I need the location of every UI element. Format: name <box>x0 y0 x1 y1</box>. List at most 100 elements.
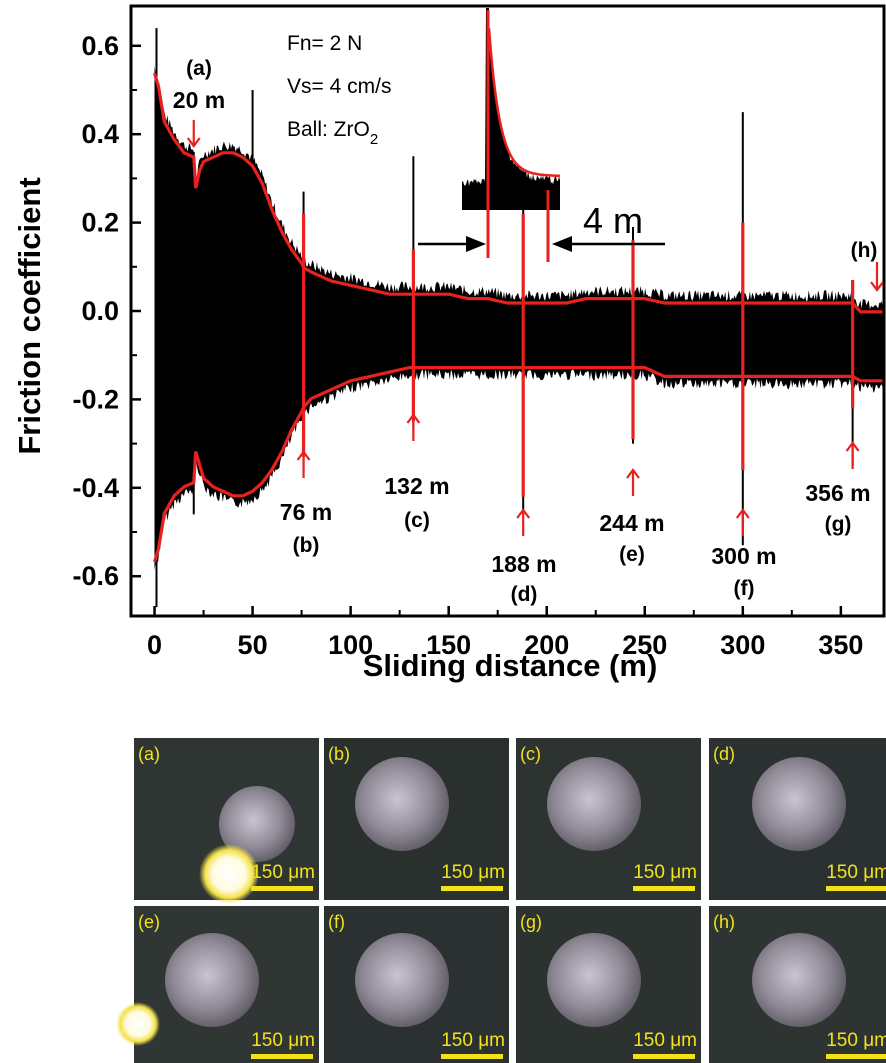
scale-bar-label: 150 μm <box>826 862 886 883</box>
y-tick-label-0: 0.6 <box>81 31 119 61</box>
y-tick-label-1: 0.4 <box>81 119 119 149</box>
x-tick-label-7: 350 <box>818 630 863 660</box>
y-tick-label-2: 0.2 <box>81 208 119 238</box>
test-conditions: Fn= 2 N Vs= 4 cm/s Ball: ZrO2 <box>287 32 391 148</box>
scale-bar <box>441 1054 503 1059</box>
event-letter-6: (g) <box>825 513 852 536</box>
envelope-lower <box>152 366 884 563</box>
event-letter-7: (h) <box>851 239 878 262</box>
event-arrowhead-4 <box>626 468 640 479</box>
x-tick-label-3: 150 <box>426 630 471 660</box>
micrograph-b: (b) 150 μm <box>324 738 509 900</box>
event-distance-5: 300 m <box>711 543 776 569</box>
micrograph-c: (c) 150 μm <box>516 738 701 900</box>
gap-label: 4 m <box>583 200 643 241</box>
event-letter-0: (a) <box>186 57 212 80</box>
y-axis-title: Friction coefficient <box>12 177 47 454</box>
scale-bar <box>633 886 695 891</box>
x-tick-label-2: 100 <box>328 630 373 660</box>
scale-bar-label: 150 μm <box>441 862 505 883</box>
micrograph-label: (h) <box>713 912 735 932</box>
x-tick-label-5: 250 <box>622 630 667 660</box>
reflection-spot <box>199 844 259 904</box>
event-letter-5: (f) <box>734 577 755 600</box>
micrograph-label: (f) <box>328 912 345 932</box>
friction-chart: 0 50 100 150 200 250 300 350 0.6 0.4 0.2 0.0 -0.2 -0.… <box>12 4 886 683</box>
wear-scar <box>752 757 846 851</box>
micrograph-g: (g) 150 μm <box>516 906 701 1063</box>
micrograph-a: (a) 150 μm <box>134 738 322 904</box>
reflection-spot <box>116 1002 160 1046</box>
inset-envelope <box>487 28 561 178</box>
event-arrowhead-2 <box>406 413 421 424</box>
micrograph-e: (e) 150 μm <box>116 906 319 1063</box>
micrograph-label: (g) <box>520 912 542 932</box>
event-letter-2: (c) <box>404 509 430 532</box>
y-tick-label-6: -0.6 <box>72 561 119 591</box>
scale-bar <box>826 1054 886 1059</box>
scale-bar-label: 150 μm <box>251 862 315 883</box>
micrograph-label: (b) <box>328 744 350 764</box>
event-distance-1: 76 m <box>280 499 332 525</box>
scale-bar-label: 150 μm <box>251 1030 315 1051</box>
micrograph-d: (d) 150 μm <box>709 738 886 900</box>
gap-arrow-left-head <box>466 236 486 252</box>
gap-arrow-right-head <box>552 236 572 252</box>
event-distance-3: 188 m <box>491 551 556 577</box>
friction-band <box>154 65 883 571</box>
micrograph-h: (h) 150 μm <box>709 906 886 1063</box>
scale-bar-label: 150 μm <box>633 1030 697 1051</box>
micrograph-label: (a) <box>138 744 160 764</box>
event-letter-3: (d) <box>511 583 538 606</box>
wear-scar <box>165 933 259 1027</box>
plot-frame <box>129 4 886 618</box>
wear-scar <box>547 933 641 1027</box>
scale-bar <box>251 886 313 891</box>
scale-bar <box>826 886 886 891</box>
x-tick-label-6: 300 <box>720 630 765 660</box>
x-tick-label-1: 50 <box>238 630 268 660</box>
micrograph-label: (d) <box>713 744 735 764</box>
scale-bar-label: 150 μm <box>826 1030 886 1051</box>
event-distance-4: 244 m <box>599 510 664 536</box>
event-markers: (a) 20 m 76 m (b) 132 m (c) 188 m (d) 244 m (e) 30… <box>173 57 884 606</box>
wear-scar <box>752 933 846 1027</box>
event-arrowhead-0 <box>186 137 201 148</box>
scale-bar-label: 150 μm <box>441 1030 505 1051</box>
event-arrowhead-3 <box>516 508 531 519</box>
scale-bar-label: 150 μm <box>633 862 697 883</box>
inset-trace <box>462 8 560 210</box>
wear-scar <box>219 786 295 862</box>
micrograph-label: (e) <box>138 912 160 932</box>
event-arrowhead-7 <box>870 281 884 292</box>
y-tick-label-3: 0.0 <box>81 296 119 326</box>
plot-area <box>152 28 884 608</box>
condition-load: Fn= 2 N <box>287 32 362 55</box>
envelope-upper <box>152 72 884 314</box>
x-tick-label-0: 0 <box>147 630 162 660</box>
scale-bar <box>251 1054 313 1059</box>
y-tick-label-5: -0.4 <box>72 473 119 503</box>
axis-ticks: 0 50 100 150 200 250 300 350 0.6 0.4 0.2 0.0 -0.2 -0.… <box>72 31 863 660</box>
event-arrowhead-6 <box>845 441 860 452</box>
wear-scar <box>355 757 449 851</box>
x-axis-title: Sliding distance (m) <box>363 648 658 683</box>
y-tick-label-4: -0.2 <box>72 384 119 414</box>
event-distance-0: 20 m <box>173 87 225 113</box>
scale-bar <box>633 1054 695 1059</box>
event-arrowhead-1 <box>296 450 311 461</box>
wear-scar <box>355 933 449 1027</box>
micrograph-label: (c) <box>520 744 541 764</box>
micrograph-grid: (a) 150 μm (b) 150 μm (c) 150 μm (d) 150 μm (e) 1… <box>116 738 886 1063</box>
scale-bar <box>441 886 503 891</box>
zoom-inset <box>462 8 561 262</box>
event-letter-4: (e) <box>619 543 645 566</box>
gap-annotation: 4 m <box>418 200 665 252</box>
condition-ball: Ball: ZrO2 <box>287 118 378 148</box>
condition-speed: Vs= 4 cm/s <box>287 75 391 98</box>
micrograph-f: (f) 150 μm <box>324 906 509 1063</box>
event-letter-1: (b) <box>293 534 320 557</box>
wear-scar <box>547 757 641 851</box>
x-tick-label-4: 200 <box>524 630 569 660</box>
